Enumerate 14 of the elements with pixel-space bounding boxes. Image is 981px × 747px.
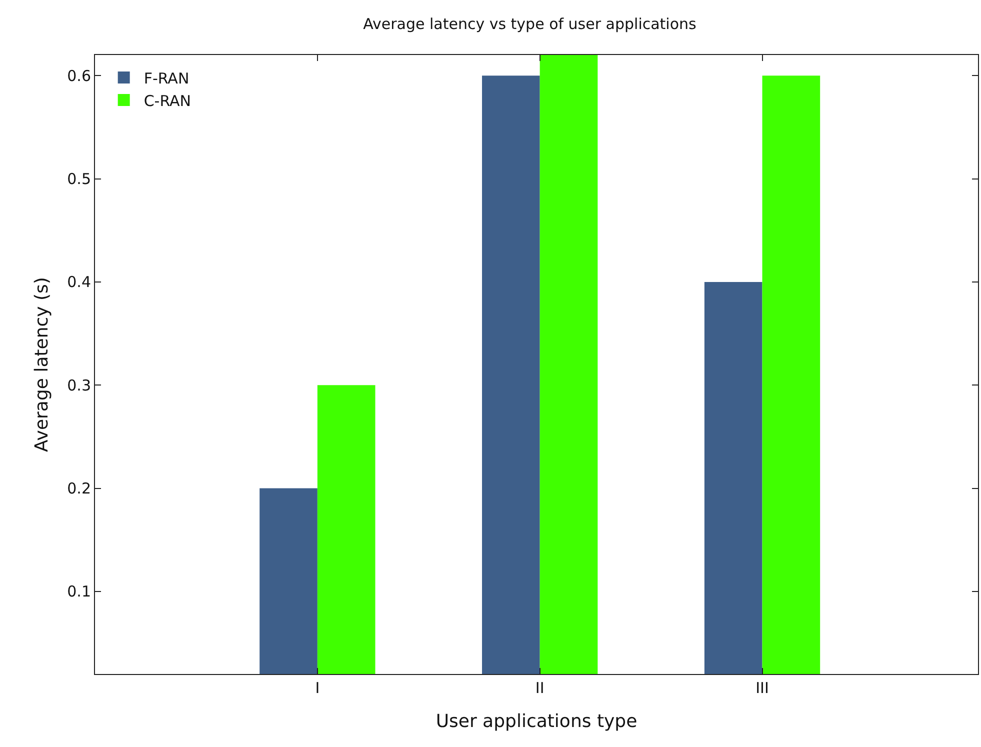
legend-label: C-RAN — [144, 92, 192, 110]
y-tick-label: 0.2 — [67, 480, 91, 498]
x-axis-title: User applications type — [436, 711, 638, 732]
y-tick-label: 0.1 — [67, 582, 91, 601]
y-axis-title: Average latency (s) — [31, 277, 52, 452]
y-tick-label: 0.4 — [67, 273, 91, 292]
legend-label: F-RAN — [144, 69, 190, 88]
x-tick-label: II — [535, 679, 544, 697]
x-tick-label: I — [315, 679, 320, 697]
x-tick-label: III — [756, 679, 769, 697]
y-tick-label: 0.6 — [67, 66, 91, 85]
y-tick-label: 0.5 — [67, 170, 91, 188]
chart-title: Average latency vs type of user applications — [363, 15, 697, 34]
y-tick-label: 0.3 — [67, 376, 91, 394]
